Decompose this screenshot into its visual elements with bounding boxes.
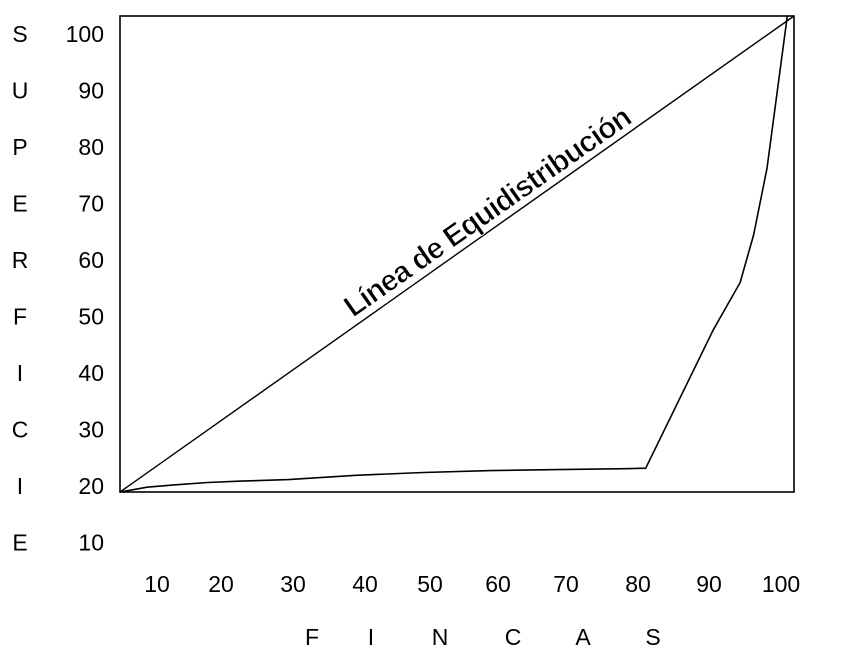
x-tick-label: 100 xyxy=(762,571,800,597)
ylabel-letter: U xyxy=(12,78,29,104)
y-tick-label: 20 xyxy=(78,473,104,499)
xlabel-letter: F xyxy=(305,624,319,650)
ylabel-letter: I xyxy=(17,360,23,386)
xlabel-letter: N xyxy=(432,624,449,650)
y-tick-label: 70 xyxy=(78,191,104,217)
ylabel-letter: R xyxy=(12,247,29,273)
equidistribution-line xyxy=(119,15,795,493)
x-tick-label: 70 xyxy=(553,571,579,597)
ylabel-letter: F xyxy=(13,304,27,330)
xlabel-letter: I xyxy=(368,624,374,650)
plot-frame xyxy=(119,15,795,493)
ylabel-letter: E xyxy=(12,530,27,556)
xlabel-letter: S xyxy=(645,624,660,650)
x-tick-label: 80 xyxy=(625,571,651,597)
y-tick-label: 90 xyxy=(78,78,104,104)
ylabel-letter: S xyxy=(12,21,27,47)
ylabel-letter: I xyxy=(17,473,23,499)
ylabel-letter: E xyxy=(12,191,27,217)
x-tick-label: 50 xyxy=(417,571,443,597)
y-tick-label: 40 xyxy=(78,360,104,386)
x-tick-label: 60 xyxy=(485,571,511,597)
x-tick-label: 20 xyxy=(208,571,234,597)
x-tick-label: 40 xyxy=(352,571,378,597)
xlabel-letter: A xyxy=(575,624,591,650)
y-tick-label: 80 xyxy=(78,134,104,160)
y-tick-label: 10 xyxy=(78,530,104,556)
y-tick-label: 50 xyxy=(78,304,104,330)
y-tick-label: 60 xyxy=(78,247,104,273)
x-tick-label: 30 xyxy=(280,571,306,597)
y-tick-label: 30 xyxy=(78,417,104,443)
y-tick-label: 100 xyxy=(66,21,104,47)
xlabel-letter: C xyxy=(505,624,522,650)
x-tick-label: 10 xyxy=(144,571,170,597)
x-tick-label: 90 xyxy=(696,571,722,597)
ylabel-letter: C xyxy=(12,417,29,443)
ylabel-letter: P xyxy=(12,134,27,160)
equidistribution-label: Línea de Equidistribución xyxy=(338,101,637,324)
lorenz-curve xyxy=(119,15,789,493)
